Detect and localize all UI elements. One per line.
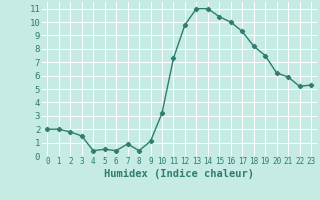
X-axis label: Humidex (Indice chaleur): Humidex (Indice chaleur) bbox=[104, 169, 254, 179]
